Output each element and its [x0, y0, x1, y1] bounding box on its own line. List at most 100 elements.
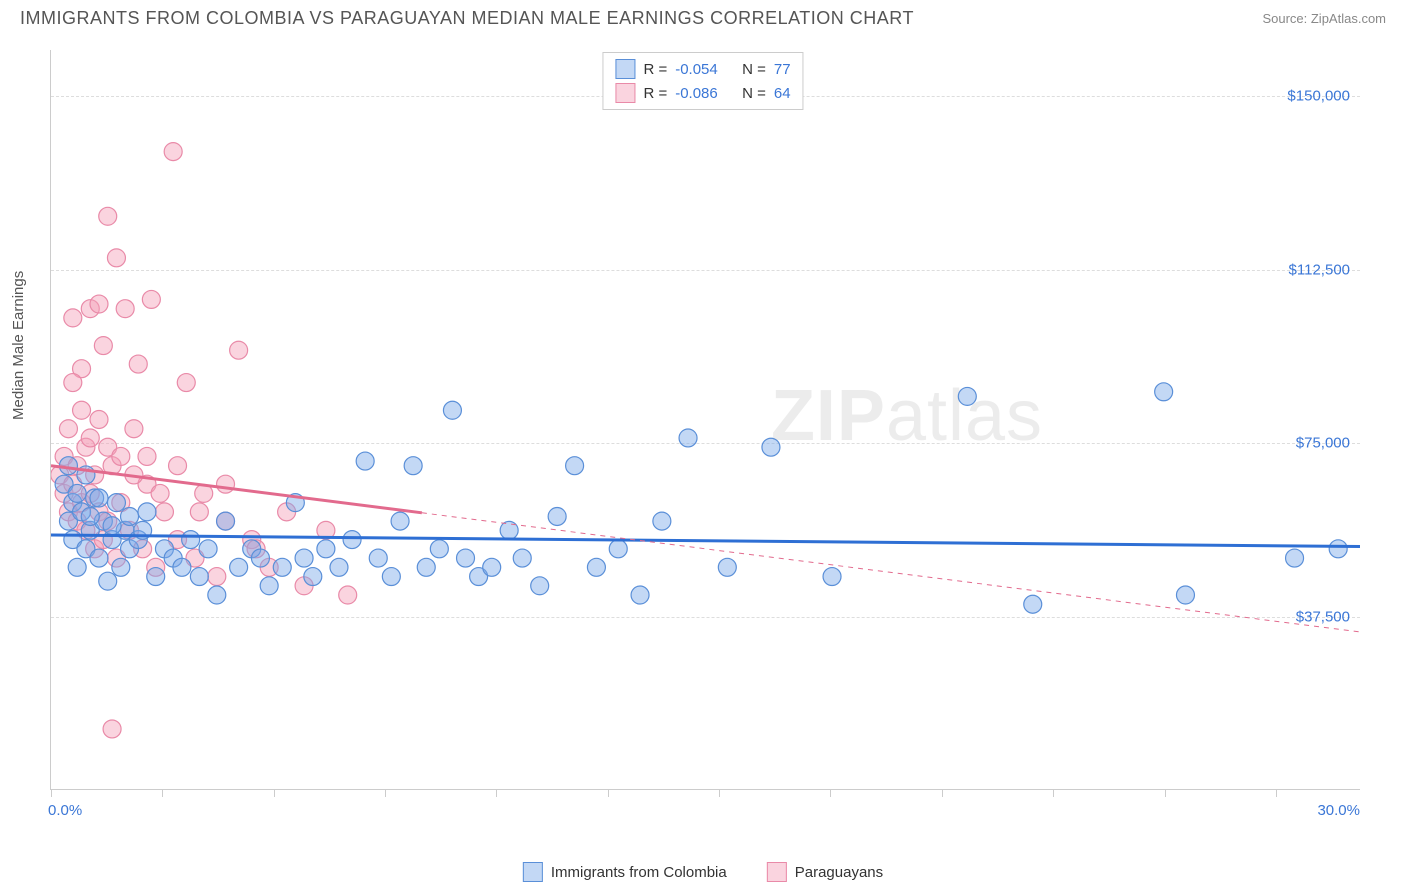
stat-n-label: N =: [742, 61, 766, 78]
chart-plot-area: ZIPatlas $37,500$75,000$112,500$150,000: [50, 50, 1360, 790]
data-point: [173, 558, 191, 576]
data-point: [125, 420, 143, 438]
stat-n-value: 64: [774, 85, 791, 102]
data-point: [587, 558, 605, 576]
data-point: [64, 374, 82, 392]
data-point: [823, 568, 841, 586]
data-point: [116, 300, 134, 318]
data-point: [121, 508, 139, 526]
x-axis-tick: [496, 789, 497, 797]
data-point: [500, 521, 518, 539]
data-point: [443, 401, 461, 419]
data-point: [107, 494, 125, 512]
data-point: [339, 586, 357, 604]
legend-swatch: [615, 83, 635, 103]
data-point: [653, 512, 671, 530]
data-point: [90, 295, 108, 313]
data-point: [391, 512, 409, 530]
x-axis-tick: [1053, 789, 1054, 797]
data-point: [762, 438, 780, 456]
data-point: [609, 540, 627, 558]
data-point: [217, 512, 235, 530]
y-axis-title: Median Male Earnings: [10, 271, 27, 420]
data-point: [138, 447, 156, 465]
data-point: [90, 489, 108, 507]
data-point: [112, 558, 130, 576]
data-point: [718, 558, 736, 576]
data-point: [59, 420, 77, 438]
data-point: [81, 429, 99, 447]
stat-n-value: 77: [774, 61, 791, 78]
stat-r-value: -0.086: [675, 85, 718, 102]
legend-series-item: Immigrants from Colombia: [523, 862, 727, 882]
x-axis-max-label: 30.0%: [1317, 802, 1360, 819]
data-point: [64, 309, 82, 327]
data-point: [138, 503, 156, 521]
data-point: [513, 549, 531, 567]
data-point: [531, 577, 549, 595]
data-point: [382, 568, 400, 586]
x-axis-tick: [51, 789, 52, 797]
data-point: [177, 374, 195, 392]
scatter-svg: [51, 50, 1360, 789]
data-point: [94, 337, 112, 355]
x-axis-tick: [385, 789, 386, 797]
legend-swatch: [767, 862, 787, 882]
data-point: [1176, 586, 1194, 604]
data-point: [208, 586, 226, 604]
stat-r-value: -0.054: [675, 61, 718, 78]
stat-r-label: R =: [643, 61, 667, 78]
data-point: [260, 577, 278, 595]
data-point: [208, 568, 226, 586]
data-point: [99, 572, 117, 590]
x-axis-tick: [830, 789, 831, 797]
trend-line: [51, 466, 422, 513]
data-point: [190, 503, 208, 521]
data-point: [182, 531, 200, 549]
data-point: [190, 568, 208, 586]
source-label: Source: ZipAtlas.com: [1262, 11, 1386, 26]
data-point: [199, 540, 217, 558]
data-point: [73, 401, 91, 419]
data-point: [68, 558, 86, 576]
data-point: [81, 508, 99, 526]
data-point: [68, 484, 86, 502]
legend-series: Immigrants from Colombia Paraguayans: [523, 862, 883, 882]
data-point: [155, 503, 173, 521]
data-point: [631, 586, 649, 604]
data-point: [343, 531, 361, 549]
data-point: [317, 540, 335, 558]
legend-series-label: Paraguayans: [795, 864, 883, 881]
x-axis-tick: [719, 789, 720, 797]
data-point: [164, 143, 182, 161]
data-point: [99, 207, 117, 225]
x-axis-tick: [274, 789, 275, 797]
data-point: [103, 720, 121, 738]
data-point: [483, 558, 501, 576]
data-point: [230, 558, 248, 576]
stat-n-label: N =: [742, 85, 766, 102]
data-point: [679, 429, 697, 447]
data-point: [129, 355, 147, 373]
data-point: [169, 457, 187, 475]
data-point: [147, 568, 165, 586]
data-point: [90, 549, 108, 567]
data-point: [304, 568, 322, 586]
data-point: [1024, 595, 1042, 613]
data-point: [430, 540, 448, 558]
legend-stat-row: R = -0.054 N = 77: [615, 57, 790, 81]
data-point: [273, 558, 291, 576]
data-point: [566, 457, 584, 475]
data-point: [230, 341, 248, 359]
data-point: [90, 411, 108, 429]
data-point: [548, 508, 566, 526]
data-point: [404, 457, 422, 475]
x-axis-tick: [162, 789, 163, 797]
legend-swatch: [615, 59, 635, 79]
data-point: [217, 475, 235, 493]
chart-title: IMMIGRANTS FROM COLOMBIA VS PARAGUAYAN M…: [20, 8, 914, 29]
legend-swatch: [523, 862, 543, 882]
data-point: [330, 558, 348, 576]
data-point: [103, 517, 121, 535]
legend-series-item: Paraguayans: [767, 862, 883, 882]
